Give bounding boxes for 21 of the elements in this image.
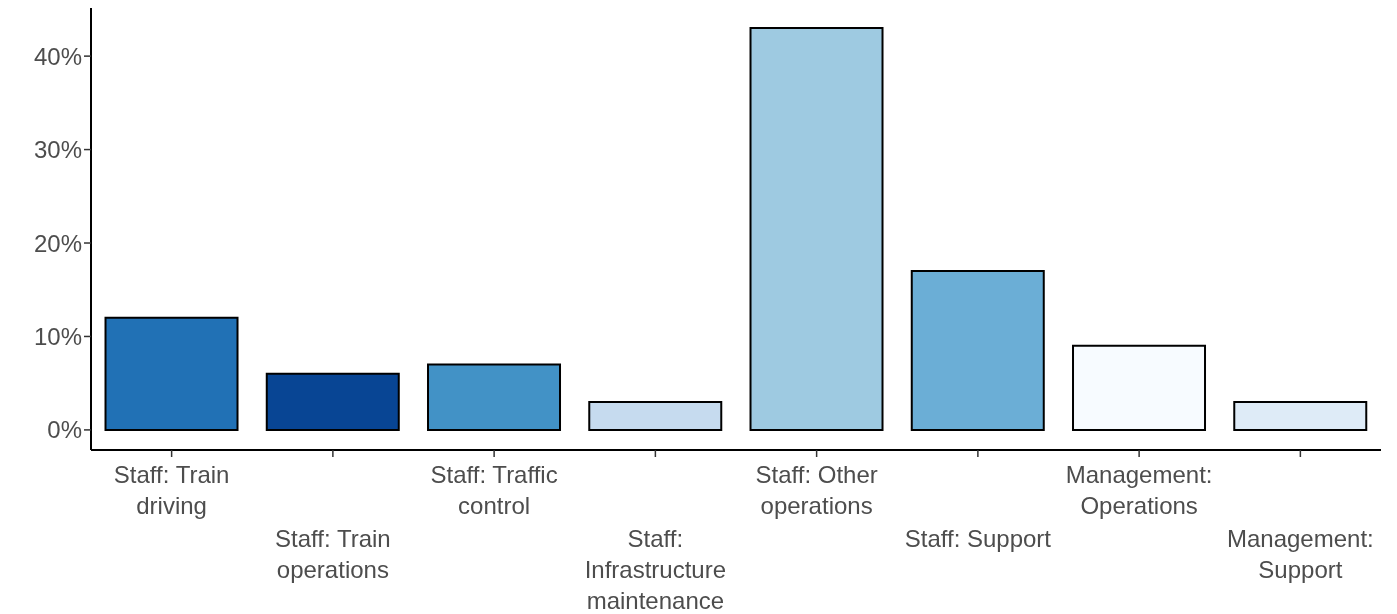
x-tick-label: Staff: Support <box>904 525 1052 552</box>
y-tick-label: 20% <box>33 229 82 257</box>
bar <box>588 400 723 431</box>
x-tick-label: Management: Operations <box>1065 461 1213 519</box>
x-tick-label: Staff: Traffic control <box>430 461 558 519</box>
bar <box>427 363 562 431</box>
y-tick-label: 10% <box>33 322 82 350</box>
x-tick-label: Staff: Train driving <box>113 461 230 519</box>
bar <box>749 27 884 431</box>
bar <box>910 270 1045 431</box>
y-tick-label: 40% <box>33 42 82 70</box>
y-tick-label: 0% <box>47 416 82 444</box>
bar <box>104 316 239 431</box>
x-tick-label: Staff: Train operations <box>275 525 391 583</box>
bar <box>265 372 400 431</box>
y-tick-label: 30% <box>33 136 82 164</box>
bar <box>1233 400 1368 431</box>
x-tick-label: Staff: Other operations <box>755 461 878 519</box>
x-tick-label: Staff: Infrastructure maintenance <box>584 525 727 614</box>
bar <box>1072 344 1207 431</box>
x-tick-label: Management: Support <box>1226 525 1374 583</box>
